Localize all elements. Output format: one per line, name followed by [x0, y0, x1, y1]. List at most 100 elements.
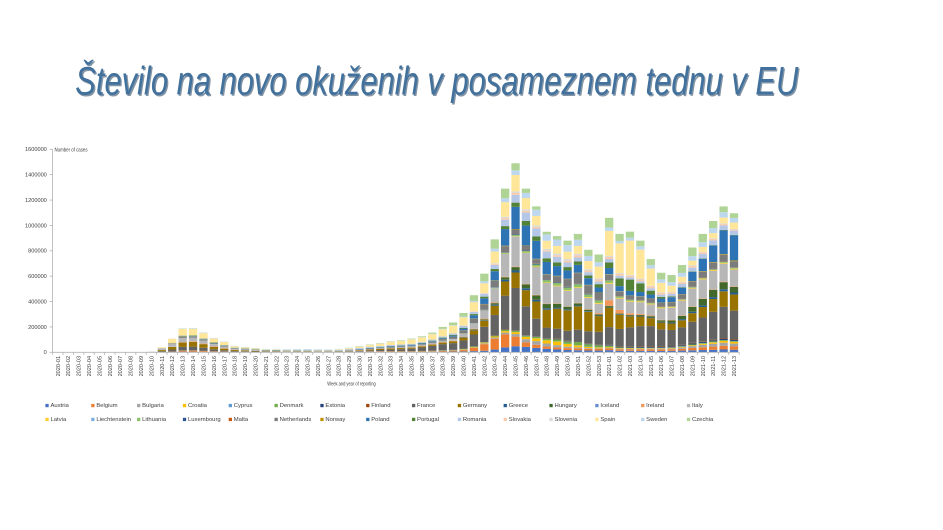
svg-text:2020-06: 2020-06	[108, 356, 114, 377]
svg-text:2020-32: 2020-32	[378, 356, 384, 377]
svg-text:2020-39: 2020-39	[451, 356, 457, 377]
svg-text:2021-10: 2021-10	[701, 356, 707, 377]
svg-text:Week and year of reporting: Week and year of reporting	[327, 381, 376, 387]
svg-text:2020-38: 2020-38	[441, 356, 447, 377]
svg-text:Spain: Spain	[600, 417, 615, 423]
svg-text:2020-50: 2020-50	[566, 356, 572, 377]
svg-text:Denmark: Denmark	[280, 403, 304, 409]
svg-text:Luxembourg: Luxembourg	[188, 417, 221, 423]
svg-text:Estonia: Estonia	[325, 403, 345, 409]
svg-text:Greece: Greece	[509, 403, 529, 409]
svg-text:2020-47: 2020-47	[534, 356, 540, 377]
svg-text:Hungary: Hungary	[555, 403, 577, 409]
svg-text:2020-04: 2020-04	[87, 356, 93, 377]
svg-text:2020-08: 2020-08	[129, 356, 135, 377]
svg-text:Latvia: Latvia	[51, 417, 67, 423]
svg-text:2020-10: 2020-10	[149, 356, 155, 377]
svg-text:2020-44: 2020-44	[503, 356, 509, 377]
svg-text:2020-23: 2020-23	[285, 356, 291, 377]
svg-text:2020-52: 2020-52	[586, 356, 592, 377]
svg-text:Portugal: Portugal	[417, 417, 439, 423]
svg-text:1600000: 1600000	[25, 147, 47, 153]
svg-text:Malta: Malta	[234, 417, 249, 423]
svg-text:600000: 600000	[28, 274, 47, 280]
svg-text:2020-35: 2020-35	[410, 356, 416, 377]
svg-text:2021-03: 2021-03	[628, 356, 634, 377]
svg-text:2020-53: 2020-53	[597, 356, 603, 377]
svg-text:2020-28: 2020-28	[337, 356, 343, 377]
svg-text:2020-33: 2020-33	[389, 356, 395, 377]
svg-text:Slovakia: Slovakia	[509, 417, 532, 423]
svg-text:Število na novo okuženih v pos: Število na novo okuženih v posameznem te…	[75, 58, 799, 103]
svg-text:Bulgaria: Bulgaria	[142, 403, 164, 409]
svg-text:2020-22: 2020-22	[274, 356, 280, 377]
svg-text:2020-09: 2020-09	[139, 356, 145, 377]
svg-text:Število na novo okuženih v pos: Število na novo okuženih v posameznem te…	[77, 60, 801, 105]
svg-text:Czechia: Czechia	[692, 417, 714, 423]
svg-text:Croatia: Croatia	[188, 403, 208, 409]
svg-text:Iceland: Iceland	[600, 403, 619, 409]
svg-text:2020-01: 2020-01	[56, 356, 62, 377]
svg-text:800000: 800000	[28, 249, 47, 255]
svg-text:2020-11: 2020-11	[160, 356, 166, 376]
svg-text:2020-34: 2020-34	[399, 356, 405, 377]
svg-text:Romania: Romania	[463, 417, 487, 423]
svg-text:2020-25: 2020-25	[305, 356, 311, 377]
svg-text:2020-46: 2020-46	[524, 356, 530, 377]
svg-text:France: France	[417, 403, 436, 409]
svg-text:Poland: Poland	[371, 417, 389, 423]
svg-text:2021-13: 2021-13	[732, 356, 738, 377]
svg-text:Ireland: Ireland	[646, 403, 664, 409]
svg-text:2020-02: 2020-02	[66, 356, 72, 377]
svg-text:0: 0	[44, 350, 47, 356]
svg-text:2020-24: 2020-24	[295, 356, 301, 377]
svg-text:1400000: 1400000	[25, 173, 47, 179]
svg-text:Austria: Austria	[51, 403, 70, 409]
svg-text:Netherlands: Netherlands	[280, 417, 312, 423]
svg-text:Slovenia: Slovenia	[555, 417, 578, 423]
svg-text:2020-07: 2020-07	[118, 356, 124, 377]
svg-text:Cyprus: Cyprus	[234, 403, 253, 409]
svg-text:2020-18: 2020-18	[233, 356, 239, 377]
svg-text:200000: 200000	[28, 325, 47, 331]
svg-text:2020-43: 2020-43	[493, 356, 499, 377]
svg-text:2020-49: 2020-49	[555, 356, 561, 377]
svg-text:2020-03: 2020-03	[77, 356, 83, 377]
svg-text:2021-06: 2021-06	[659, 356, 665, 377]
svg-text:2020-45: 2020-45	[514, 356, 520, 377]
svg-text:2020-36: 2020-36	[420, 356, 426, 377]
svg-text:2020-42: 2020-42	[482, 356, 488, 377]
svg-text:2021-04: 2021-04	[638, 356, 644, 377]
svg-text:2020-40: 2020-40	[462, 356, 468, 377]
svg-text:2020-15: 2020-15	[201, 356, 207, 377]
svg-text:2020-51: 2020-51	[576, 356, 582, 377]
svg-text:2020-41: 2020-41	[472, 356, 478, 377]
svg-text:2021-12: 2021-12	[722, 356, 728, 377]
svg-text:2020-26: 2020-26	[316, 356, 322, 377]
svg-text:2020-19: 2020-19	[243, 356, 249, 377]
svg-text:Liechtenstein: Liechtenstein	[96, 417, 131, 423]
svg-text:1000000: 1000000	[25, 223, 47, 229]
svg-text:2020-12: 2020-12	[170, 356, 176, 377]
svg-text:2020-16: 2020-16	[212, 356, 218, 377]
svg-text:Norway: Norway	[325, 417, 345, 423]
svg-text:1200000: 1200000	[25, 198, 47, 204]
svg-text:2020-30: 2020-30	[357, 356, 363, 377]
svg-text:2020-20: 2020-20	[253, 356, 259, 377]
svg-text:Belgium: Belgium	[96, 403, 117, 409]
svg-text:2020-13: 2020-13	[181, 356, 187, 377]
svg-text:Number of cases: Number of cases	[55, 147, 88, 153]
svg-text:2020-48: 2020-48	[545, 356, 551, 377]
svg-text:2021-01: 2021-01	[607, 356, 613, 377]
svg-text:Sweden: Sweden	[646, 417, 667, 423]
svg-text:2021-05: 2021-05	[649, 356, 655, 377]
svg-text:2020-21: 2020-21	[264, 356, 270, 377]
svg-text:2021-09: 2021-09	[690, 356, 696, 377]
svg-text:Lithuania: Lithuania	[142, 417, 167, 423]
svg-text:2020-27: 2020-27	[326, 356, 332, 377]
svg-text:2021-08: 2021-08	[680, 356, 686, 377]
svg-text:400000: 400000	[28, 299, 47, 305]
svg-text:2020-29: 2020-29	[347, 356, 353, 377]
svg-text:2021-02: 2021-02	[618, 356, 624, 377]
svg-text:2021-07: 2021-07	[670, 356, 676, 377]
